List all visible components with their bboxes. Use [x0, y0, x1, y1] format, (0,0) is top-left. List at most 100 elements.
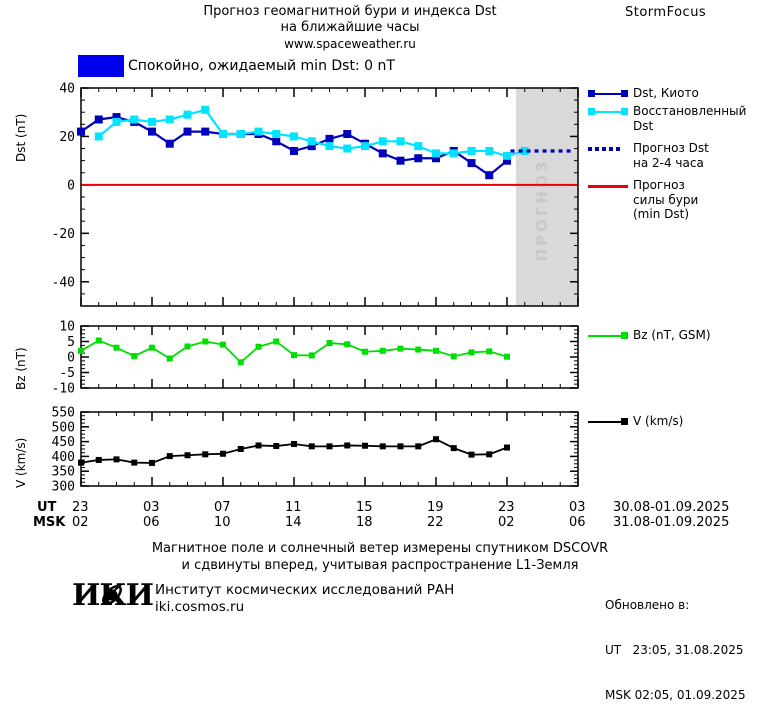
legend-key-forecast-dst [588, 142, 628, 156]
updated-block: Обновлено в: UT 23:05, 31.08.2025 MSK 02… [605, 568, 746, 718]
svg-text:550: 550 [52, 406, 75, 421]
svg-text:300: 300 [52, 480, 75, 495]
iki-logo: ИКИ [72, 578, 154, 613]
institute-block: Институт космических исследований РАН ik… [155, 582, 454, 616]
msk-tick-7: 06 [569, 515, 586, 530]
footer-note-line1: Магнитное поле и солнечный ветер измерен… [151, 541, 609, 556]
time-axis: UT MSK 23 03 07 11 15 19 23 03 02 06 10 14 18 22 02 06… [0, 500, 760, 532]
legend-label-recovered-dst-2: Dst [633, 119, 654, 133]
page-title-line2: на ближайшие часы [280, 20, 420, 35]
dst-axis-label: Dst (nT) [14, 113, 28, 162]
legend-label-v: V (km/s) [633, 414, 684, 428]
legend-key-storm-force [588, 179, 628, 193]
legend-label-dst-kyoto: Dst, Киото [633, 86, 699, 100]
msk-tick-1: 06 [143, 515, 160, 530]
dst-series-group [77, 105, 571, 180]
status-color-swatch [78, 55, 124, 77]
svg-text:0: 0 [67, 351, 75, 366]
legend-label-forecast-dst-2: на 2-4 часа [633, 156, 704, 170]
institute-name: Институт космических исследований РАН [155, 582, 455, 598]
svg-text:20: 20 [59, 130, 75, 145]
updated-title: Обновлено в: [605, 598, 690, 612]
legend-item-recovered-dst: Восстановленный [588, 104, 760, 119]
status-text: Спокойно, ожидаемый min Dst: 0 nT [128, 58, 395, 74]
site-url: www.spaceweather.ru [284, 37, 416, 51]
institute-site: iki.cosmos.ru [155, 599, 245, 615]
svg-text:500: 500 [52, 420, 75, 435]
svg-text:350: 350 [52, 465, 75, 480]
svg-text:0: 0 [67, 178, 75, 193]
footer-note: Магнитное поле и солнечный ветер измерен… [0, 540, 760, 574]
ut-tick-7: 03 [569, 500, 586, 515]
svg-text:40: 40 [59, 82, 75, 97]
updated-ut: UT 23:05, 31.08.2025 [605, 643, 744, 657]
bz-plot-frame [80, 325, 579, 389]
svg-text:-5: -5 [59, 366, 75, 381]
bz-legend: Bz (nT, GSM) [588, 328, 760, 346]
msk-date-range: 31.08-01.09.2025 [613, 515, 730, 530]
ut-tick-5: 19 [427, 500, 444, 515]
legend-item-storm-force: Прогноз [588, 178, 760, 193]
dst-plot: ПРОГНОЗ 40 20 0 -20 -40 [52, 82, 579, 307]
msk-tick-2: 10 [214, 515, 231, 530]
svg-text:-10: -10 [52, 382, 75, 397]
msk-tick-3: 14 [285, 515, 302, 530]
time-axis-ut-label: UT [37, 500, 57, 515]
dst-y-ticks: 40 20 0 -20 -40 [52, 82, 578, 307]
svg-text:450: 450 [52, 435, 75, 450]
iki-logo-text: ИКИ [72, 578, 154, 613]
legend-item-v: V (km/s) [588, 414, 760, 429]
dst-legend: Dst, Киото Восстановленный Dst Прогноз D… [588, 86, 760, 221]
ut-tick-2: 07 [214, 500, 231, 515]
v-axis-label: V (km/s) [14, 437, 28, 488]
legend-key-dst-kyoto [588, 87, 628, 101]
dst-chart-panel: ПРОГНОЗ 40 20 0 -20 -40 [0, 80, 600, 315]
legend-label-storm-force-1: Прогноз [633, 178, 685, 192]
bz-axis-label: Bz (nT) [14, 347, 28, 390]
ut-tick-0: 23 [72, 500, 89, 515]
ut-date-range: 30.08-01.09.2025 [613, 500, 730, 515]
legend-key-bz [588, 329, 628, 343]
v-legend: V (km/s) [588, 414, 760, 432]
svg-text:400: 400 [52, 450, 75, 465]
ut-tick-6: 23 [498, 500, 515, 515]
ut-tick-1: 03 [143, 500, 160, 515]
legend-label-bz: Bz (nT, GSM) [633, 328, 711, 342]
legend-item-bz: Bz (nT, GSM) [588, 328, 760, 343]
ut-tick-4: 15 [356, 500, 373, 515]
ut-tick-3: 11 [285, 500, 302, 515]
msk-tick-0: 02 [72, 515, 89, 530]
msk-tick-6: 02 [498, 515, 515, 530]
footer-note-line2: и сдвинуты вперед, учитывая распростране… [181, 558, 579, 573]
legend-label-forecast-dst-1: Прогноз Dst [633, 141, 709, 155]
brand-label: StormFocus [625, 5, 707, 20]
v-series-group [78, 436, 510, 466]
legend-item-forecast-dst: Прогноз Dst [588, 141, 760, 156]
time-axis-msk-label: MSK [33, 515, 66, 530]
page-title-line1: Прогноз геомагнитной бури и индекса Dst [203, 4, 497, 19]
svg-text:10: 10 [59, 320, 75, 335]
msk-tick-5: 22 [427, 515, 444, 530]
msk-tick-4: 18 [356, 515, 373, 530]
bz-series-group [78, 337, 510, 366]
svg-text:5: 5 [67, 335, 75, 350]
updated-msk: MSK 02:05, 01.09.2025 [605, 688, 746, 702]
legend-item-dst-kyoto: Dst, Киото [588, 86, 760, 101]
bz-chart-panel: 10 5 0 -5 -10 [0, 318, 600, 398]
v-x-ticks [80, 412, 579, 486]
svg-text:-20: -20 [52, 227, 75, 242]
legend-key-v [588, 415, 628, 429]
forecast-band [515, 88, 578, 306]
dst-x-ticks [80, 88, 579, 306]
forecast-watermark: ПРОГНОЗ [533, 159, 551, 262]
bz-x-ticks [80, 326, 579, 388]
legend-label-recovered-dst-1: Восстановленный [633, 104, 747, 118]
legend-label-storm-force-3: (min Dst) [633, 207, 690, 221]
v-chart-panel: 550 500 450 400 350 300 [0, 404, 600, 496]
legend-label-storm-force-2: силы бури [633, 193, 699, 207]
svg-text:-40: -40 [52, 275, 75, 290]
legend-key-recovered-dst [588, 105, 628, 119]
